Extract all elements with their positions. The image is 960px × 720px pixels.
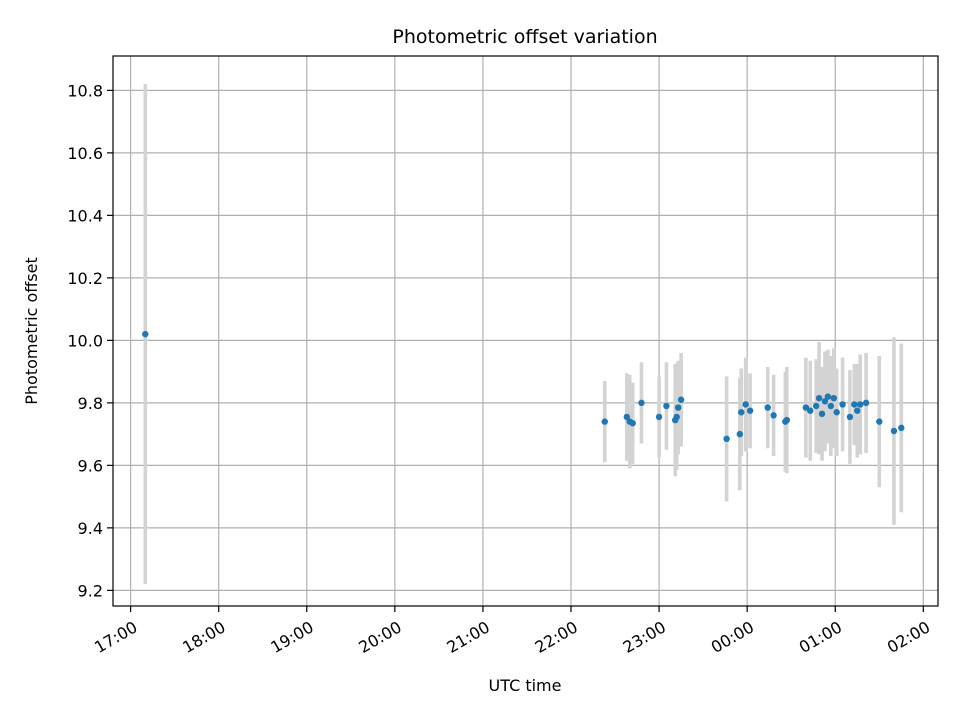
data-point xyxy=(770,412,777,419)
data-point xyxy=(142,330,149,338)
data-point xyxy=(736,430,744,438)
data-point xyxy=(862,399,870,407)
y-tick-label: 10.8 xyxy=(67,81,103,100)
data-point xyxy=(856,401,864,408)
y-tick-label: 9.6 xyxy=(78,456,103,475)
data-point xyxy=(830,394,837,402)
chart-title: Photometric offset variation xyxy=(392,26,657,48)
data-point xyxy=(638,399,645,407)
y-tick-label: 10.0 xyxy=(67,331,103,350)
data-point xyxy=(854,407,861,414)
data-point xyxy=(876,418,883,425)
data-point xyxy=(890,427,898,435)
data-point xyxy=(673,413,680,421)
data-point xyxy=(851,401,858,408)
data-point xyxy=(723,435,730,443)
data-point xyxy=(815,394,823,402)
data-point xyxy=(601,418,608,425)
data-point xyxy=(655,413,663,421)
data-point xyxy=(898,424,905,432)
data-point xyxy=(677,396,685,403)
data-point xyxy=(818,410,826,418)
grid xyxy=(113,56,938,606)
data-point xyxy=(824,393,832,400)
data-point xyxy=(827,402,835,410)
data-point xyxy=(742,401,749,408)
data-point xyxy=(764,404,771,411)
data-point xyxy=(846,413,854,421)
data-point xyxy=(663,402,670,410)
y-tick-label: 9.2 xyxy=(78,581,103,600)
y-tick-label: 10.2 xyxy=(67,269,103,288)
y-axis-label: Photometric offset xyxy=(22,257,41,405)
data-point xyxy=(738,409,745,416)
data-points xyxy=(142,330,905,443)
data-point xyxy=(623,413,630,421)
data-point xyxy=(807,407,814,414)
y-tick-label: 9.8 xyxy=(78,394,103,413)
y-tick-label: 10.6 xyxy=(67,144,103,163)
y-tick-label: 10.4 xyxy=(67,206,103,225)
y-tick-label: 9.4 xyxy=(78,519,103,538)
x-axis-label: UTC time xyxy=(489,676,562,695)
plot-frame xyxy=(112,55,939,607)
data-point xyxy=(629,419,636,427)
data-point xyxy=(783,416,790,424)
data-point xyxy=(746,407,754,414)
data-point xyxy=(821,398,829,405)
data-point xyxy=(812,402,820,410)
data-point xyxy=(674,404,682,411)
data-point xyxy=(839,401,846,408)
data-point xyxy=(833,409,840,416)
